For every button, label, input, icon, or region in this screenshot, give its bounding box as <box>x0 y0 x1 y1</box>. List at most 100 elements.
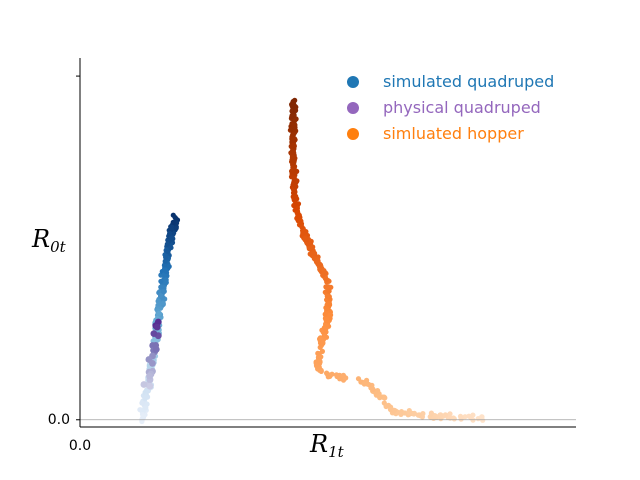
data-point <box>377 393 383 400</box>
data-point <box>289 103 295 109</box>
data-point <box>168 235 175 241</box>
data-point <box>355 376 362 382</box>
data-point <box>318 368 324 374</box>
x-axis-label-main: R <box>309 430 328 458</box>
data-point <box>139 400 145 406</box>
y-axis-label: R0t <box>31 225 67 256</box>
data-point <box>416 412 422 418</box>
data-point <box>173 225 179 231</box>
data-point <box>292 189 298 195</box>
data-point <box>140 413 147 419</box>
data-point <box>156 310 162 316</box>
data-point <box>158 292 164 298</box>
data-point <box>323 317 329 323</box>
data-point <box>163 279 169 286</box>
legend-item-simulated-hopper: simluated hopper <box>347 124 524 143</box>
data-point <box>458 416 464 422</box>
legend-label: simulated quadruped <box>383 72 554 91</box>
legend: simulated quadruped physical quadruped s… <box>347 72 554 143</box>
data-point <box>382 395 388 401</box>
data-point <box>291 202 297 209</box>
legend-marker <box>347 102 359 114</box>
data-point <box>318 336 324 342</box>
data-point <box>146 382 154 390</box>
x-axis-label-sub: 1t <box>328 443 345 461</box>
data-point <box>320 272 326 278</box>
data-point <box>291 175 297 181</box>
data-point <box>385 402 392 408</box>
data-point <box>173 216 179 222</box>
data-point <box>317 359 323 365</box>
legend-item-physical-quadruped: physical quadruped <box>347 98 541 117</box>
x-axis-label: R1t <box>309 430 345 461</box>
series-physical-quadruped <box>140 318 162 390</box>
y-tick-label-zero: 0.0 <box>48 412 70 428</box>
data-point <box>168 245 174 251</box>
series-simluated-hopper <box>287 97 486 423</box>
data-point <box>170 219 176 225</box>
data-point <box>163 268 169 274</box>
series-simulated-quadruped <box>137 212 181 425</box>
data-point <box>480 417 486 423</box>
data-point <box>447 411 453 417</box>
legend-marker <box>347 76 359 88</box>
data-point <box>289 154 295 160</box>
data-point <box>160 300 166 306</box>
data-point <box>333 372 340 378</box>
data-point <box>152 346 160 353</box>
data-point <box>153 323 161 331</box>
data-point <box>340 372 346 378</box>
data-point <box>462 414 468 420</box>
data-point <box>431 415 437 421</box>
data-point <box>164 241 170 247</box>
data-point <box>163 254 169 260</box>
data-point <box>323 326 329 332</box>
data-point <box>291 150 297 156</box>
data-point <box>295 201 302 207</box>
data-point <box>310 244 316 250</box>
data-point <box>326 288 332 294</box>
data-point <box>326 300 332 307</box>
data-point <box>315 350 321 356</box>
data-point <box>168 226 174 232</box>
data-point <box>406 410 412 416</box>
data-point <box>154 318 162 326</box>
data-point <box>294 210 300 216</box>
data-point <box>317 267 323 273</box>
data-point <box>161 285 167 291</box>
points-layer <box>137 97 486 425</box>
data-point <box>294 196 300 202</box>
x-tick-label-zero: 0.0 <box>69 438 91 454</box>
data-point <box>324 306 330 312</box>
data-point <box>324 293 330 299</box>
legend-marker <box>347 128 359 140</box>
data-point <box>161 262 167 268</box>
y-axis-label-main: R <box>31 225 50 253</box>
data-point <box>149 360 156 367</box>
data-point <box>308 238 314 244</box>
data-point <box>299 224 305 230</box>
data-point <box>370 386 376 392</box>
data-point <box>142 395 148 401</box>
data-point <box>300 230 306 236</box>
data-point <box>289 168 295 174</box>
data-point <box>139 418 145 425</box>
data-point <box>329 371 335 377</box>
data-point <box>391 407 398 413</box>
legend-label: simluated hopper <box>383 124 524 143</box>
y-axis-label-sub: 0t <box>50 238 67 256</box>
data-point <box>323 277 329 283</box>
data-point <box>150 330 158 337</box>
data-point <box>302 236 308 243</box>
data-point <box>324 371 330 377</box>
data-point <box>321 268 327 274</box>
data-point <box>165 248 171 254</box>
data-point <box>143 405 149 411</box>
data-point <box>140 381 148 388</box>
data-point <box>307 251 313 257</box>
data-point <box>293 107 299 113</box>
data-point <box>312 250 318 256</box>
data-point <box>152 337 158 343</box>
data-point <box>318 354 324 360</box>
